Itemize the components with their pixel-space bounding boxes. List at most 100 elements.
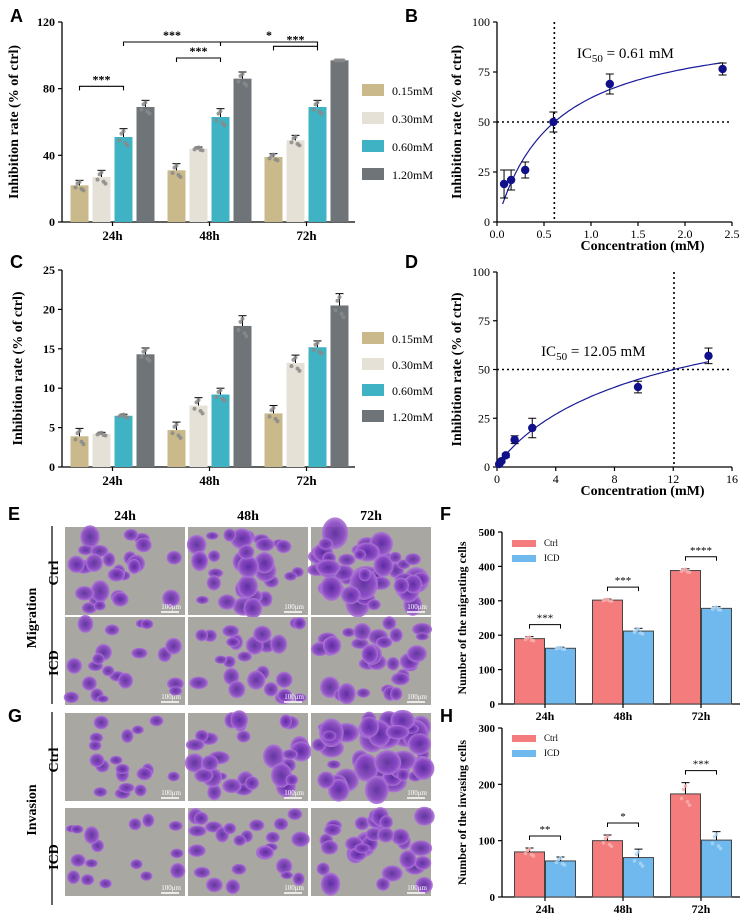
y-tick-label: 25 [478,411,490,425]
stained-cell [135,537,152,553]
data-dot [145,109,150,114]
stained-cell [244,776,260,791]
data-dot [101,179,106,184]
data-dot [289,140,294,145]
bar-icd-72h [701,839,732,898]
stained-cell [140,619,154,630]
stained-cell [393,577,409,594]
stained-cell [358,568,371,582]
x-tick-label-48h: 48h [614,709,633,723]
stained-cell [237,574,258,599]
legend-swatch-0.30mM [362,358,384,370]
scale-bar-label: 100μm [407,603,427,611]
data-dot [295,366,300,371]
legend-label-0.60mM: 0.60mM [392,140,433,154]
stained-cell [165,637,182,655]
data-dot [638,861,643,866]
data-dot [79,439,84,444]
stained-cell [353,753,379,782]
y-tick-label: 25 [478,165,490,179]
data-dot [242,81,247,86]
y-tick-label: 0 [490,892,496,904]
stained-cell [188,825,207,837]
stained-cell [170,862,186,879]
data-dot [603,597,608,602]
bar-1.20mm-72h [330,60,349,223]
stained-cell [353,623,372,641]
data-dot [295,141,300,146]
stained-cell [83,826,100,845]
data-dot [291,136,296,141]
data-dot [603,836,608,841]
stained-cell [292,872,305,886]
legend-label-ICD: ICD [544,748,560,758]
data-dot [141,102,146,107]
y-tick-label: 400 [479,561,496,573]
significance-label: *** [537,613,554,625]
stained-cell [412,756,435,781]
data-dot [687,803,692,807]
stained-cell [77,544,94,556]
bar-0.30mm-24h [92,177,111,222]
y-axis-label: Number of the migrating cells [455,541,469,694]
data-dot [214,118,219,123]
x-tick-label: 0 [494,472,500,486]
chart-c: 0 5 10 15 20 25 Inhibition rate (% of ctrl) 24h… [11,263,433,488]
legend-swatch-0.15mM [362,332,384,344]
stained-cell [88,740,102,751]
bar-0.15mm-72h [264,157,283,222]
stained-cell [390,672,410,686]
legend-label-0.60mM: 0.60mM [392,384,433,398]
stained-cell [222,778,242,794]
stained-cell [359,716,380,738]
bar-1.20mm-48h [233,325,252,467]
y-tick-label: 25 [43,263,55,277]
data-dot [554,860,559,865]
stained-cell [317,771,335,789]
data-dot [333,308,338,313]
data-dot [139,107,144,112]
legend-swatch-0.60mM [362,140,384,152]
x-tick-label: 4 [553,472,559,486]
stained-cell [168,820,183,831]
x-tick-label-72h: 72h [296,473,317,488]
data-dot [607,599,612,603]
stained-cell [99,878,112,889]
scale-bar-label: 100μm [407,884,427,892]
stained-cell [277,688,293,703]
bar-0.30mm-24h [92,433,111,467]
legend-label-0.30mM: 0.30mM [392,358,433,372]
stained-cell [404,553,422,566]
stained-cell [102,552,116,567]
x-tick-label-72h: 72h [692,709,711,723]
scale-bar-label: 100μm [407,693,427,701]
significance-label: *** [615,575,632,587]
significance-label: **** [690,545,712,557]
stained-cell [207,550,221,563]
stained-cell [411,622,433,636]
data-dot [194,146,199,150]
stained-cell [223,822,237,835]
chart-f: 0 100 200 300 400 500 Number of the migrating … [455,527,740,723]
data-dot [683,784,688,788]
stained-cell [74,585,95,601]
stained-cell [90,580,110,603]
y-tick-label: 10 [43,381,55,395]
stained-cell [167,771,180,782]
x-tick-label-24h: 24h [102,228,123,243]
data-dot [176,433,181,438]
significance-bracket [529,624,561,629]
stained-cell [191,550,209,572]
micrograph-images: 100μm 100μm 100μm 100μm 100μm 100μm 100μm 100μm… [63,517,435,896]
stained-cell [123,528,139,541]
stained-cell [275,857,293,875]
x-tick-label-24h: 24h [536,709,555,723]
y-tick-label: 300 [479,723,496,735]
y-tick-label: 200 [479,779,496,791]
ic50-annotation: IC50 = 12.05 mM [541,344,645,363]
data-point [718,64,727,74]
stained-cell [415,632,429,641]
scale-bar-label: 100μm [284,884,304,892]
data-dot [640,864,645,868]
stained-cell [379,815,394,829]
